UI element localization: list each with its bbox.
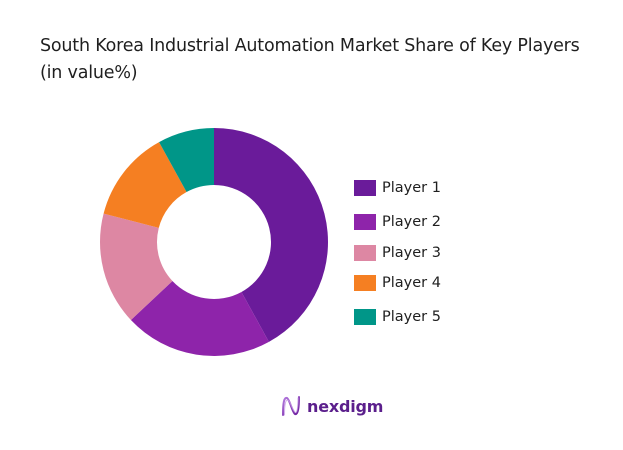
chart-title: South Korea Industrial Automation Market… — [40, 36, 580, 83]
legend-item-player-5[interactable]: Player 5 — [354, 307, 441, 327]
legend-item-player-2[interactable]: Player 2 — [354, 212, 441, 232]
legend-label: Player 2 — [382, 214, 441, 230]
legend-swatch-player-1 — [354, 180, 376, 196]
legend-label: Player 5 — [382, 309, 441, 325]
legend-item-player-4[interactable]: Player 4 — [354, 273, 441, 293]
brand-logo: nexdigm — [281, 395, 383, 417]
nexdigm-wave-logo-icon — [282, 396, 300, 416]
donut-slices — [100, 128, 328, 356]
legend-label: Player 4 — [382, 275, 441, 291]
legend-swatch-player-2 — [354, 214, 376, 230]
legend-label: Player 3 — [382, 245, 441, 261]
legend-item-player-1[interactable]: Player 1 — [354, 178, 441, 198]
donut-slice-player-3[interactable] — [100, 213, 173, 321]
legend-item-player-3[interactable]: Player 3 — [354, 243, 441, 263]
brand-name: nexdigm — [307, 396, 384, 416]
legend-swatch-player-4 — [354, 275, 376, 291]
donut-slice-player-5[interactable] — [159, 128, 214, 193]
legend-swatch-player-5 — [354, 309, 376, 325]
legend-label: Player 1 — [382, 180, 441, 196]
donut-slice-player-2[interactable] — [130, 281, 269, 356]
donut-slice-player-4[interactable] — [103, 142, 187, 228]
donut-slice-player-1[interactable] — [214, 128, 328, 342]
legend-swatch-player-3 — [354, 245, 376, 261]
